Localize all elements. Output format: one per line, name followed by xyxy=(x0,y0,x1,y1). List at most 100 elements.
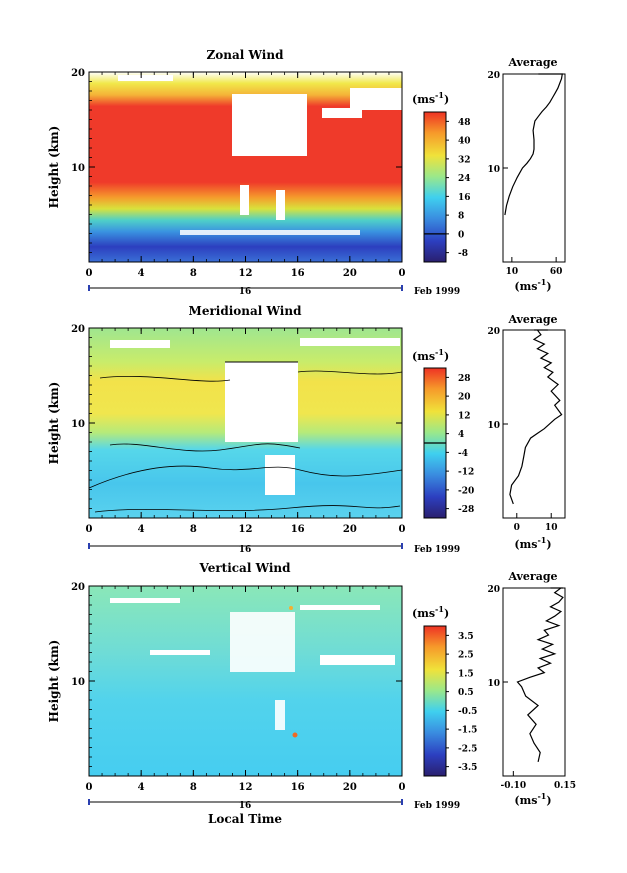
colorbar-tick-label: 48 xyxy=(458,118,471,128)
missing-data-region xyxy=(350,88,402,110)
x-axis-ticks: 0 4 8 12 16 20 0 xyxy=(86,328,406,535)
x-axis-ticks: 0 4 8 12 16 20 0 xyxy=(86,586,406,793)
colorbar: (ms-1) 48 40 32 24 16 8 0 -8 xyxy=(412,90,471,263)
missing-data-region xyxy=(230,612,295,672)
missing-data-region xyxy=(322,108,362,118)
profile-x-ticks: -0.10 0.15 xyxy=(501,771,576,791)
contour-line xyxy=(109,443,301,452)
heatmap-plot xyxy=(88,71,403,263)
date-marker: 16 xyxy=(239,545,252,555)
missing-data-region xyxy=(110,598,180,603)
x-tick-label: 0 xyxy=(86,268,93,279)
x-axis-label: Local Time xyxy=(208,812,282,826)
profile-y-tick-label: 10 xyxy=(487,421,500,431)
y-axis-label: Height (km) xyxy=(47,382,61,465)
date-marker: 16 xyxy=(239,801,252,811)
profile-frame xyxy=(502,329,566,519)
profile-x-tick-label: -0.10 xyxy=(501,781,527,791)
heatmap-plot xyxy=(88,585,403,777)
x-tick-label: 4 xyxy=(138,524,145,535)
outlier-point xyxy=(292,732,298,738)
colorbar-tick-label: -20 xyxy=(458,486,474,496)
x-tick-label: 4 xyxy=(138,782,145,793)
x-tick-label: 12 xyxy=(239,524,253,535)
average-profile: Average -0.10 0.15 10 20 (ms-1) xyxy=(487,570,575,807)
missing-data-region xyxy=(240,185,249,215)
y-tick-label: 20 xyxy=(71,324,85,335)
y-tick-label: 20 xyxy=(71,582,85,593)
x-tick-label: 0 xyxy=(399,268,406,279)
missing-data-region xyxy=(225,362,298,442)
profile-x-label: (ms-1) xyxy=(514,535,551,551)
colorbar-tick-label: -3.5 xyxy=(458,763,477,773)
x-tick-label: 8 xyxy=(190,268,197,279)
missing-data-region xyxy=(276,190,285,220)
profile-title: Average xyxy=(507,56,557,69)
profile-y-tick-label: 20 xyxy=(487,585,500,595)
x-tick-label: 0 xyxy=(86,782,93,793)
y-tick-label: 10 xyxy=(71,163,85,174)
profile-y-tick-label: 10 xyxy=(487,165,500,175)
x-tick-label: 16 xyxy=(291,782,305,793)
colorbar-tick-label: 0.5 xyxy=(458,688,474,698)
date-marker: 16 xyxy=(239,287,252,297)
colorbar-unit: (ms-1) xyxy=(412,90,449,106)
colorbar-tick-label: -2.5 xyxy=(458,744,477,754)
x-tick-label: 20 xyxy=(343,268,357,279)
colorbar-unit: (ms-1) xyxy=(412,604,449,620)
colorbar-tick-label: -0.5 xyxy=(458,707,477,717)
colorbar-tick-label: 24 xyxy=(458,174,471,184)
x-tick-label: 0 xyxy=(86,524,93,535)
missing-data-region xyxy=(110,340,170,348)
y-axis-label: Height (km) xyxy=(47,640,61,723)
colorbar-tick-label: -1.5 xyxy=(458,726,477,736)
colorbar-tick-label: 32 xyxy=(458,155,471,165)
y-axis-label: Height (km) xyxy=(47,126,61,209)
x-tick-label: 16 xyxy=(291,524,305,535)
profile-x-ticks: 10 60 xyxy=(506,257,563,277)
profile-frame xyxy=(502,587,566,777)
profile-x-tick-label: 0.15 xyxy=(554,781,576,791)
missing-data-region xyxy=(300,605,380,610)
profile-line xyxy=(509,329,563,505)
profile-frame xyxy=(502,73,566,263)
colorbar-tick-label: 20 xyxy=(458,393,471,403)
meridional-wind-panel: Meridional Wind 0 4 8 12 16 20 0 10 20 Height (… xyxy=(47,304,566,555)
contour-line xyxy=(297,370,403,375)
x-tick-label: 8 xyxy=(190,782,197,793)
x-tick-label: 4 xyxy=(138,268,145,279)
profile-y-ticks: 10 20 xyxy=(487,71,508,175)
panel-title: Vertical Wind xyxy=(198,561,291,575)
profile-y-ticks: 10 20 xyxy=(487,585,508,689)
y-axis-ticks: 10 20 xyxy=(71,324,402,519)
missing-data-region xyxy=(150,650,210,655)
date-label: Feb 1999 xyxy=(414,545,460,555)
colorbar-tick-label: -8 xyxy=(458,249,468,259)
colorbar-tick-label: 8 xyxy=(458,212,464,222)
missing-data-region xyxy=(232,94,307,156)
x-tick-label: 0 xyxy=(399,524,406,535)
profile-title: Average xyxy=(507,570,557,583)
profile-x-ticks: 0 10 xyxy=(514,513,557,533)
profile-x-label: (ms-1) xyxy=(514,277,551,293)
profile-x-tick-label: 10 xyxy=(506,267,519,277)
y-axis-ticks: 10 20 xyxy=(71,68,402,263)
colorbar-tick-label: 40 xyxy=(458,137,471,147)
x-tick-label: 12 xyxy=(239,268,253,279)
x-tick-label: 20 xyxy=(343,782,357,793)
colorbar-gradient xyxy=(423,111,447,263)
panel-title: Zonal Wind xyxy=(207,48,285,62)
colorbar-tick-label: 0 xyxy=(458,230,464,240)
missing-data-region xyxy=(320,655,395,665)
colorbar-tick-label: 1.5 xyxy=(458,669,474,679)
x-tick-label: 20 xyxy=(343,524,357,535)
contour-line xyxy=(94,505,401,513)
colorbar-tick-label: 2.5 xyxy=(458,651,474,661)
colorbar-tick-label: 28 xyxy=(458,374,471,384)
profile-y-tick-label: 20 xyxy=(487,71,500,81)
profile-x-tick-label: 60 xyxy=(550,267,563,277)
y-tick-label: 20 xyxy=(71,68,85,79)
panel-title: Meridional Wind xyxy=(189,304,303,318)
colorbar-ticks: 3.5 2.5 1.5 0.5 -0.5 -1.5 -2.5 -3.5 xyxy=(446,632,477,773)
